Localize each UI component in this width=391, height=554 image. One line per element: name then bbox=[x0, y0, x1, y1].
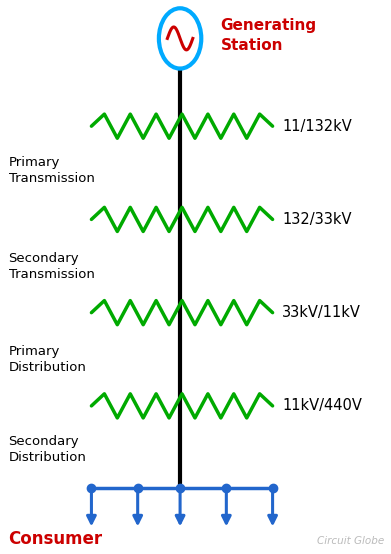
Text: Circuit Globe: Circuit Globe bbox=[317, 536, 384, 546]
Text: Generating
Station: Generating Station bbox=[221, 18, 317, 53]
Text: 11kV/440V: 11kV/440V bbox=[282, 398, 362, 413]
Text: Secondary
Transmission: Secondary Transmission bbox=[9, 252, 95, 280]
Text: Primary
Distribution: Primary Distribution bbox=[9, 345, 86, 374]
Text: 33kV/11kV: 33kV/11kV bbox=[282, 305, 361, 320]
Text: Secondary
Distribution: Secondary Distribution bbox=[9, 435, 86, 464]
Text: Primary
Transmission: Primary Transmission bbox=[9, 156, 95, 184]
Text: Consumer: Consumer bbox=[9, 530, 103, 548]
Text: 11/132kV: 11/132kV bbox=[282, 119, 352, 134]
Text: 132/33kV: 132/33kV bbox=[282, 212, 352, 227]
